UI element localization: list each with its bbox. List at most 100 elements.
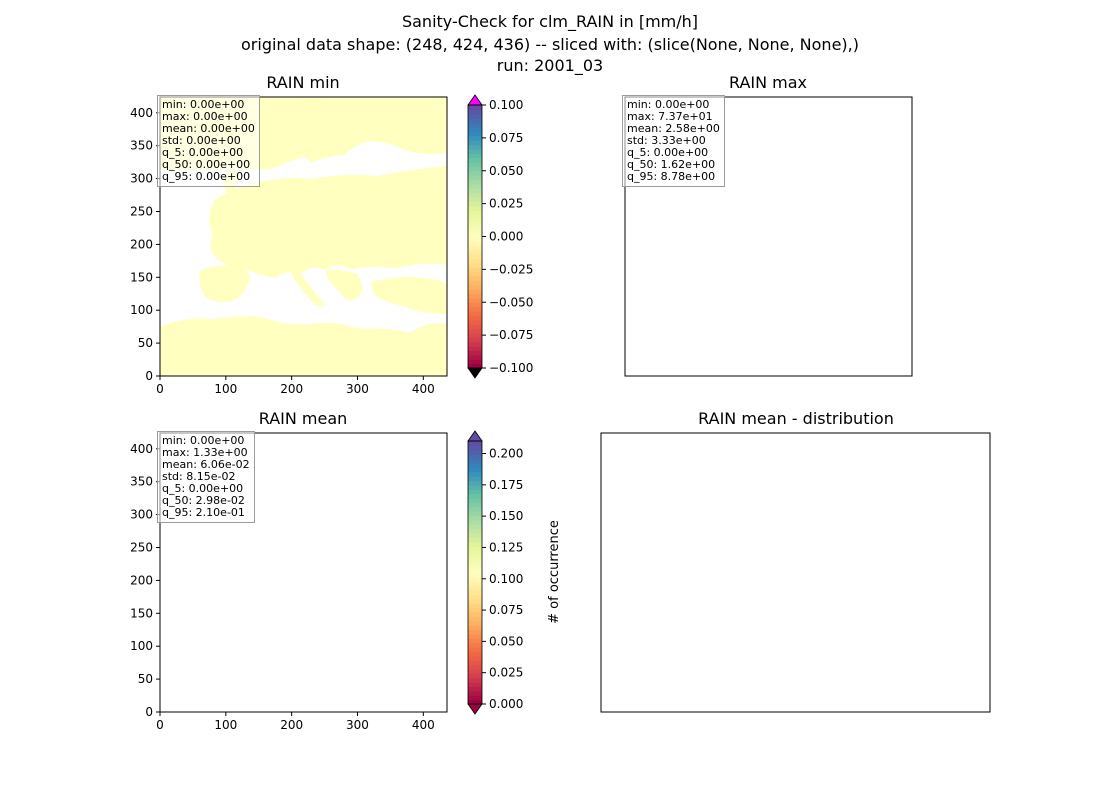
- colorbar-tick-label: 0.050: [489, 634, 523, 648]
- x-tick-label: 300: [346, 382, 369, 396]
- colorbar-extend-min: [467, 367, 483, 379]
- colorbar-segment: [468, 175, 482, 181]
- x-tick-label: 100: [214, 382, 237, 396]
- colorbar-tick-label: −0.050: [489, 295, 533, 309]
- stat-line: mean: 6.06e-02: [162, 458, 250, 471]
- y-tick-label: 300: [130, 508, 153, 522]
- colorbar-segment: [468, 236, 482, 242]
- stat-line: min: 0.00e+00: [162, 98, 245, 111]
- colorbar-tick-label: 0.100: [489, 572, 523, 586]
- colorbar-tick-label: 0.200: [489, 447, 523, 461]
- land-italy: [291, 269, 325, 307]
- land-balkans: [324, 269, 362, 301]
- colorbar-segment: [468, 227, 482, 233]
- colorbar-tick-label: −0.025: [489, 262, 533, 276]
- map-image: [160, 97, 447, 376]
- colorbar-segment: [468, 293, 482, 299]
- figure-subtitle: original data shape: (248, 424, 436) -- …: [241, 35, 859, 54]
- x-tick-label: 0: [156, 718, 164, 732]
- colorbar-segment: [468, 594, 482, 600]
- y-tick-label: 0: [145, 705, 153, 719]
- colorbar-segment: [468, 350, 482, 356]
- x-tick-label: 200: [280, 382, 303, 396]
- colorbar-frame: [467, 440, 483, 705]
- colorbar-segment: [468, 660, 482, 666]
- colorbar-segment: [468, 289, 482, 295]
- colorbar-segment: [468, 306, 482, 312]
- colorbar-segment: [468, 337, 482, 343]
- colorbar-segment: [468, 267, 482, 273]
- colorbar-segment: [468, 254, 482, 260]
- y-tick-label: 50: [138, 672, 153, 686]
- colorbar-segment: [468, 223, 482, 229]
- x-tick-label: 200: [280, 718, 303, 732]
- colorbar-segment: [468, 506, 482, 512]
- colorbar-tick-label: 0.175: [489, 478, 523, 492]
- colorbar-segment: [468, 328, 482, 334]
- y-tick-label: 150: [130, 270, 153, 284]
- colorbar-segment: [468, 497, 482, 503]
- colorbar-segment: [468, 668, 482, 674]
- stat-line: std: 3.33e+00: [627, 134, 706, 147]
- stat-line: q_50: 2.98e-02: [162, 494, 245, 507]
- panel-title: RAIN max: [729, 73, 807, 92]
- colorbar-segment: [468, 140, 482, 146]
- colorbar-segment: [468, 546, 482, 552]
- x-tick-label: 0: [156, 382, 164, 396]
- colorbar-segment: [468, 554, 482, 560]
- stat-line: min: 0.00e+00: [162, 434, 245, 447]
- panel-title: RAIN min: [266, 73, 339, 92]
- stats-box-min: min: 0.00e+00 max: 0.00e+00 mean: 0.00e+…: [157, 95, 260, 187]
- colorbar-segment: [468, 153, 482, 159]
- colorbar-segment: [468, 515, 482, 521]
- land-mask: [160, 97, 447, 376]
- colorbar-segment: [468, 240, 482, 246]
- colorbar-segment: [468, 105, 482, 110]
- colorbar-segment: [468, 638, 482, 644]
- colorbar-segment: [468, 249, 482, 255]
- y-tick-label: 350: [130, 475, 153, 489]
- colorbar-segment: [468, 113, 482, 119]
- colorbar-segment: [468, 695, 482, 701]
- stat-line: q_5: 0.00e+00: [162, 146, 244, 159]
- land-anatolia: [370, 276, 447, 315]
- colorbar-segment: [468, 471, 482, 477]
- stat-line: max: 1.33e+00: [162, 446, 248, 459]
- colorbar-tick-label: 0.025: [489, 666, 523, 680]
- colorbar-segment: [468, 135, 482, 141]
- colorbar-segment: [468, 183, 482, 189]
- colorbar-segment: [468, 131, 482, 137]
- stat-line: mean: 0.00e+00: [162, 122, 255, 135]
- colorbar-segment: [468, 611, 482, 617]
- land-central-europe: [209, 166, 447, 278]
- stat-line: max: 7.37e+01: [627, 110, 713, 123]
- colorbar-segment: [468, 302, 482, 308]
- colorbar-segment: [468, 655, 482, 661]
- colorbar-segment: [468, 673, 482, 679]
- figure-title: Sanity-Check for clm_RAIN in [mm/h]: [401, 12, 699, 31]
- colorbar-segment: [468, 559, 482, 565]
- y-tick-label: 200: [130, 573, 153, 587]
- colorbar-segment: [468, 144, 482, 150]
- colorbar-segment: [468, 280, 482, 286]
- colorbar-segment: [468, 633, 482, 639]
- colorbar-segment: [468, 585, 482, 591]
- axes-frame: [624, 96, 913, 377]
- colorbar-tick-label: 0.000: [489, 697, 523, 711]
- colorbar-segment: [468, 346, 482, 352]
- colorbar-segment: [468, 620, 482, 626]
- colorbar-segment: [468, 201, 482, 207]
- colorbar-segment: [468, 179, 482, 185]
- panel-rain-min: RAIN min 0 100 200 300 400 0 50 100 150 200 250 30…: [130, 73, 533, 396]
- y-tick-label: 250: [130, 204, 153, 218]
- colorbar-segment: [468, 690, 482, 696]
- colorbar-segment: [468, 572, 482, 578]
- stats-box-mean: min: 0.00e+00 max: 1.33e+00 mean: 6.06e-…: [157, 431, 255, 523]
- stat-line: std: 0.00e+00: [162, 134, 241, 147]
- colorbar-segment: [468, 258, 482, 264]
- y-tick-label: 100: [130, 639, 153, 653]
- colorbar-segment: [468, 686, 482, 692]
- stat-line: mean: 2.58e+00: [627, 122, 720, 135]
- colorbar-segment: [468, 157, 482, 163]
